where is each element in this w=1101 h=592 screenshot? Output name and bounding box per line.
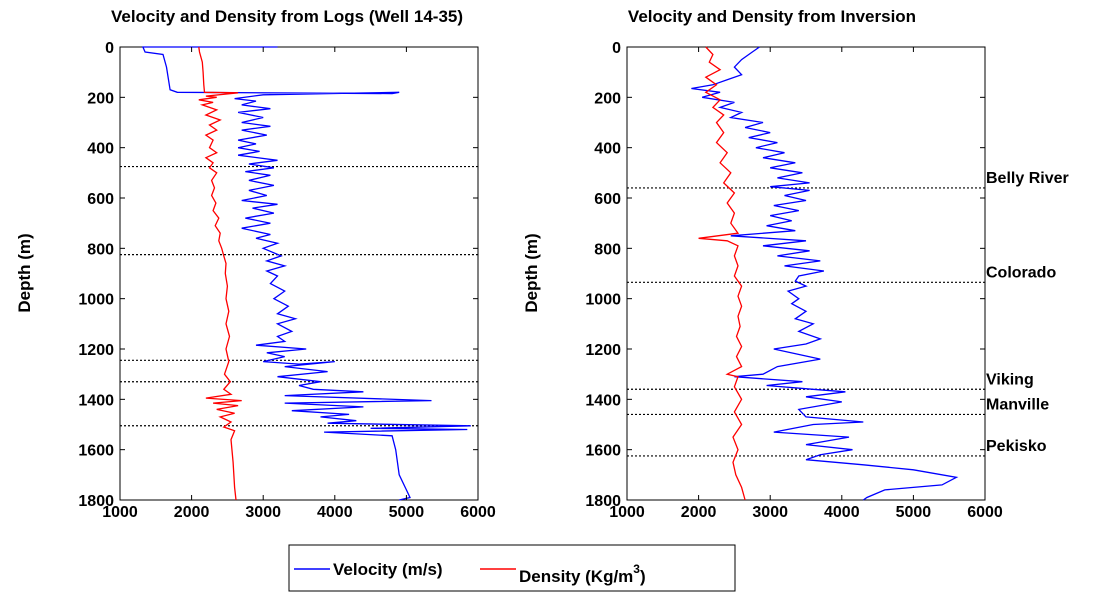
density-line <box>698 46 746 501</box>
y-tick-label: 600 <box>87 191 114 208</box>
plot-frame-right <box>626 46 986 501</box>
x-tick-label: 5000 <box>389 504 425 521</box>
y-axis-label-left: Depth (m) <box>15 233 34 312</box>
horizon-label: Belly River <box>986 170 1069 187</box>
horizon-label: Manville <box>986 396 1049 413</box>
horizon-label: Colorado <box>986 264 1056 281</box>
plot-frame-left <box>119 46 479 501</box>
x-tick-label: 3000 <box>245 504 281 521</box>
x-tick-label: 1000 <box>609 504 645 521</box>
y-tick-label: 1400 <box>78 392 114 409</box>
horizon-lines-left <box>120 165 478 427</box>
inversion-panel: Velocity and Density from Inversion Bell… <box>522 7 1069 521</box>
y-tick-label: 0 <box>612 40 621 57</box>
x-tick-label: 4000 <box>824 504 860 521</box>
horizon-lines-right: Belly River Colorado Viking Manville Pekisko <box>627 170 1069 457</box>
x-tick-label: 6000 <box>967 504 1003 521</box>
x-tick-label: 2000 <box>174 504 210 521</box>
legend: Velocity (m/s) Density (Kg/m3) <box>288 544 736 592</box>
velocity-line <box>691 46 959 501</box>
y-tick-label: 800 <box>87 241 114 258</box>
log-panel: Velocity and Density from Logs (Well 14-… <box>15 7 496 521</box>
y-axis-label-right: Depth (m) <box>522 233 541 312</box>
y-tick-label: 1600 <box>78 443 114 460</box>
x-ticks-right: 1000 2000 3000 4000 5000 6000 <box>609 47 1003 521</box>
x-ticks-left: 1000 2000 3000 4000 5000 6000 <box>102 47 496 521</box>
x-tick-label: 3000 <box>752 504 788 521</box>
horizon-label: Viking <box>986 371 1034 388</box>
y-tick-label: 1800 <box>78 493 114 510</box>
legend-density-superscript: 3 <box>633 562 640 576</box>
y-tick-label: 1200 <box>78 342 114 359</box>
x-tick-label: 1000 <box>102 504 138 521</box>
y-ticks-left: 0 200 400 600 800 1000 1200 1400 1600 1800 <box>78 40 478 510</box>
horizon-label: Pekisko <box>986 438 1047 455</box>
density-line <box>198 46 242 501</box>
velocity-line <box>141 46 471 501</box>
y-tick-label: 1600 <box>585 443 621 460</box>
legend-density-close: ) <box>640 567 646 586</box>
y-tick-label: 1000 <box>78 292 114 309</box>
y-tick-label: 200 <box>594 90 621 107</box>
x-tick-label: 2000 <box>681 504 717 521</box>
legend-box <box>288 544 736 592</box>
legend-density-label: Density (Kg/m3) <box>519 562 646 586</box>
series-left <box>141 46 471 501</box>
x-tick-label: 5000 <box>896 504 932 521</box>
y-tick-label: 0 <box>105 40 114 57</box>
y-tick-label: 400 <box>87 141 114 158</box>
y-tick-label: 200 <box>87 90 114 107</box>
x-tick-label: 6000 <box>460 504 496 521</box>
y-tick-label: 1400 <box>585 392 621 409</box>
y-tick-label: 400 <box>594 141 621 158</box>
y-tick-label: 1200 <box>585 342 621 359</box>
y-tick-label: 1000 <box>585 292 621 309</box>
chart-title-left: Velocity and Density from Logs (Well 14-… <box>111 7 463 26</box>
y-ticks-right: 0 200 400 600 800 1000 1200 1400 1600 1800 <box>585 40 985 510</box>
legend-density-text: Density (Kg/m <box>519 567 633 586</box>
x-tick-label: 4000 <box>317 504 353 521</box>
y-tick-label: 800 <box>594 241 621 258</box>
y-tick-label: 600 <box>594 191 621 208</box>
legend-velocity-label: Velocity (m/s) <box>333 560 443 579</box>
chart-title-right: Velocity and Density from Inversion <box>628 7 916 26</box>
y-tick-label: 1800 <box>585 493 621 510</box>
series-right <box>691 46 959 501</box>
